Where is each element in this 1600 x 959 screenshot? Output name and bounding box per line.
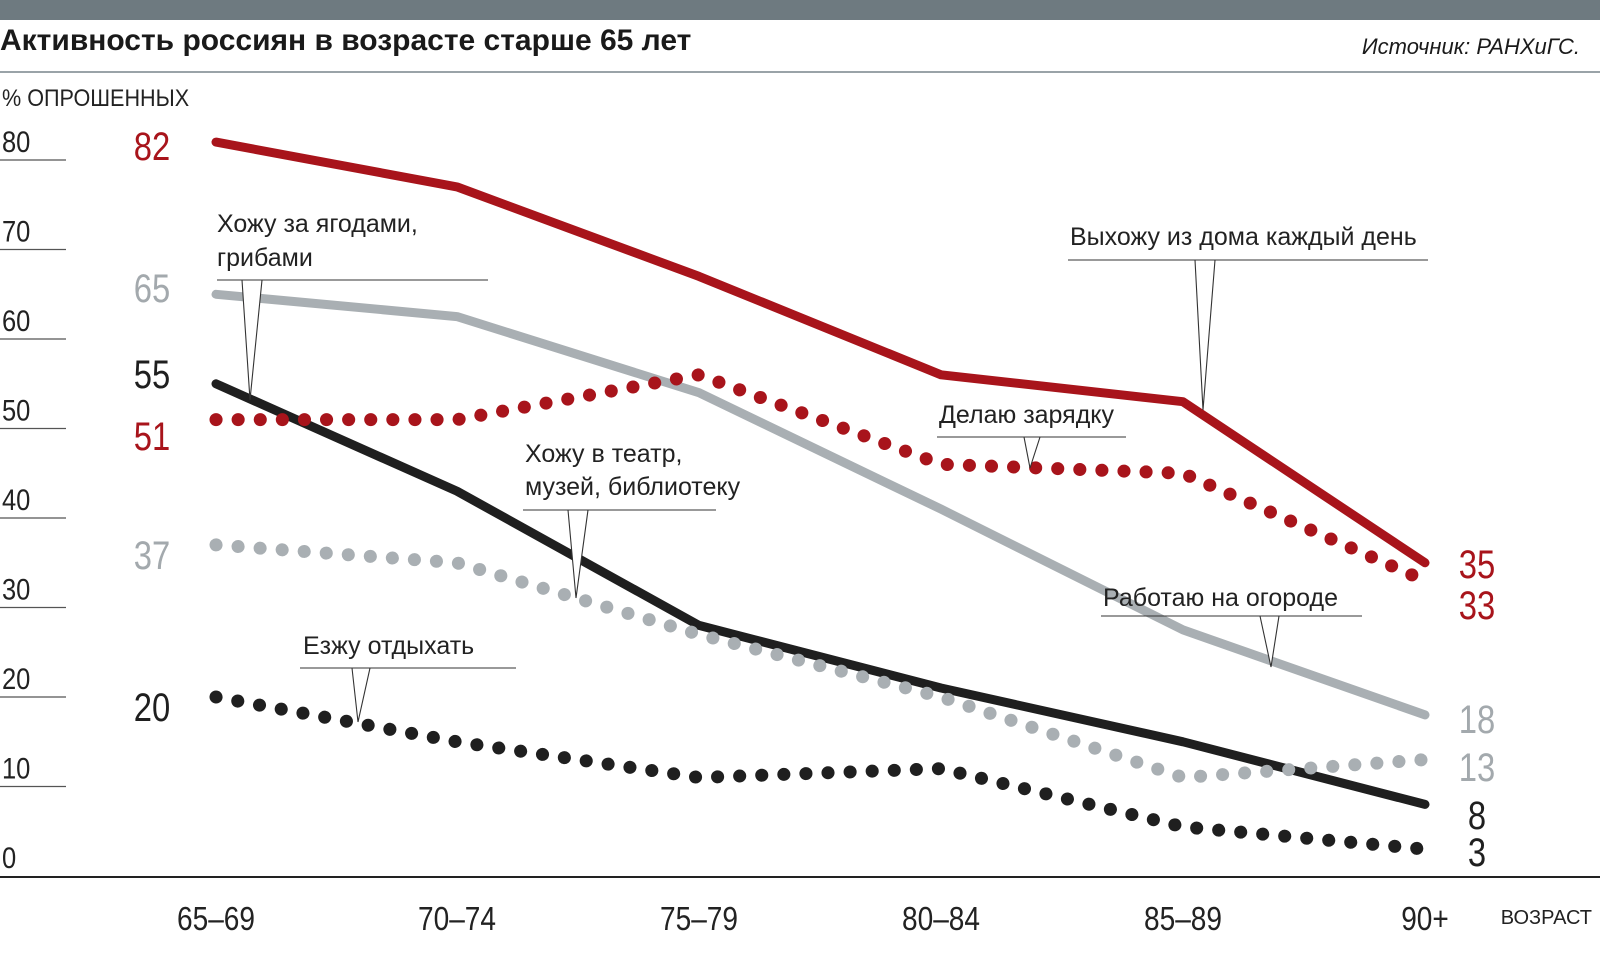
series-line-solid-grey bbox=[211, 289, 1430, 720]
series-lines bbox=[209, 137, 1432, 856]
y-tick-label: 60 bbox=[2, 304, 30, 337]
annotation-leader bbox=[351, 667, 371, 723]
annotation-label: Работаю на огороде bbox=[1103, 584, 1338, 612]
annotation-label: Делаю зарядку bbox=[939, 401, 1115, 429]
x-axis: 65–69 70–74 75–79 80–84 85–89 90+ ВОЗРАСТ bbox=[0, 876, 1600, 938]
end-value-label: 13 bbox=[1459, 745, 1495, 790]
x-tick-label: 70–74 bbox=[418, 901, 496, 938]
start-value-label: 65 bbox=[134, 266, 170, 311]
annotation-label: Выхожу из дома каждый день bbox=[1070, 223, 1417, 251]
y-tick-label: 80 bbox=[2, 125, 30, 158]
x-tick-label: 65–69 bbox=[177, 901, 255, 938]
annotation-leader bbox=[1023, 436, 1041, 469]
y-tick-label: 70 bbox=[2, 215, 30, 248]
x-tick-label: 75–79 bbox=[660, 901, 738, 938]
y-tick-label: 50 bbox=[2, 394, 30, 427]
end-value-label: 8 bbox=[1468, 793, 1486, 838]
annotation-label: грибами bbox=[217, 244, 313, 272]
end-value-label: 3 bbox=[1468, 830, 1486, 875]
end-value-label: 18 bbox=[1459, 697, 1495, 742]
series-line-dotted-red bbox=[209, 368, 1432, 588]
annotation-leader bbox=[1194, 259, 1216, 411]
series-line-dotted-grey bbox=[209, 538, 1432, 784]
y-tick-label: 40 bbox=[2, 483, 30, 516]
y-axis-grid: 0 10 20 30 40 50 60 70 80 bbox=[0, 125, 66, 874]
series-line-solid-black bbox=[211, 379, 1430, 809]
header-divider bbox=[0, 71, 1600, 73]
x-tick-label: 90+ bbox=[1401, 901, 1449, 938]
annotation-leader bbox=[241, 279, 263, 401]
annotation-label: музей, библиотеку bbox=[525, 473, 741, 501]
y-axis-unit-label: % ОПРОШЕННЫХ bbox=[2, 84, 189, 111]
end-value-label: 33 bbox=[1459, 583, 1495, 628]
series-line-solid-red bbox=[211, 137, 1430, 568]
annotation-label: Езжу отдыхать bbox=[303, 632, 474, 660]
series-line-dotted-black bbox=[209, 690, 1432, 856]
annotation-leaders: Хожу за ягодами, грибами Выхожу из дома ка… bbox=[217, 210, 1428, 723]
start-value-label: 37 bbox=[134, 533, 170, 578]
y-tick-label: 30 bbox=[2, 573, 30, 606]
y-tick-label: 0 bbox=[2, 841, 16, 874]
annotation-leader bbox=[567, 509, 589, 599]
top-color-bar bbox=[0, 0, 1600, 20]
annotation-label: Хожу в театр, bbox=[525, 440, 682, 468]
x-tick-label: 80–84 bbox=[902, 901, 980, 938]
annotation-leader bbox=[1259, 615, 1280, 668]
source-note: Источник: РАНХиГС. bbox=[1361, 34, 1580, 59]
y-tick-label: 10 bbox=[2, 752, 30, 785]
x-axis-title: ВОЗРАСТ bbox=[1501, 907, 1592, 929]
start-value-label: 51 bbox=[134, 414, 170, 459]
end-value-label: 35 bbox=[1459, 542, 1495, 587]
start-value-label: 20 bbox=[134, 685, 170, 730]
start-value-label: 55 bbox=[134, 352, 170, 397]
annotation-label: Хожу за ягодами, bbox=[217, 210, 418, 238]
start-value-label: 82 bbox=[134, 124, 170, 169]
y-tick-label: 20 bbox=[2, 662, 30, 695]
value-labels: 82 35 65 18 55 8 51 33 37 13 20 3 bbox=[134, 124, 1495, 875]
y-axis-title: % ОПРОШЕННЫХ bbox=[2, 84, 189, 111]
x-tick-label: 85–89 bbox=[1144, 901, 1222, 938]
chart-title: Активность россиян в возрасте старше 65 … bbox=[0, 24, 692, 57]
